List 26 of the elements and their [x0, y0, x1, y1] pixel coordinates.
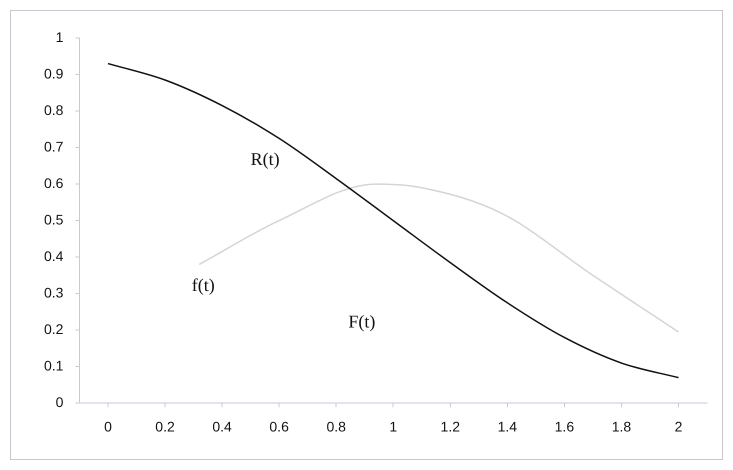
x-tick-label: 1.8	[612, 418, 632, 434]
x-tick-label: 1.4	[498, 418, 518, 434]
x-tick-label: 0	[104, 418, 112, 434]
x-tick-label: 1.6	[554, 418, 574, 434]
y-tick-label: 0.6	[44, 174, 64, 191]
y-tick-label: 0.2	[44, 321, 64, 338]
line-series	[107, 62, 680, 378]
x-tick-label: 2	[674, 418, 683, 434]
y-tick-label: 0.4	[44, 248, 64, 264]
y-tick-label: 0.5	[44, 211, 64, 228]
x-tick-label: 0.2	[155, 418, 175, 434]
y-tick-label: 0.3	[44, 284, 64, 300]
y-tick-label: 0.1	[44, 358, 64, 374]
x-tick-label: 0.8	[326, 418, 346, 434]
x-tick-label: 1	[389, 418, 398, 434]
series-label: R(t)	[250, 149, 280, 170]
y-tick-label: 0.7	[44, 138, 64, 154]
y-tick-label: 1	[56, 28, 64, 45]
annotation: F(t)	[348, 312, 376, 332]
series-label: f(t)	[192, 275, 215, 296]
y-tick-label: 0.8	[44, 102, 64, 118]
x-tick-label: 0.6	[269, 418, 290, 434]
y-tick-label: 0	[56, 394, 64, 410]
y-tick-label: 0.9	[44, 65, 64, 82]
x-tick-label: 0.4	[212, 418, 232, 434]
x-tick-label: 1.2	[440, 418, 460, 434]
